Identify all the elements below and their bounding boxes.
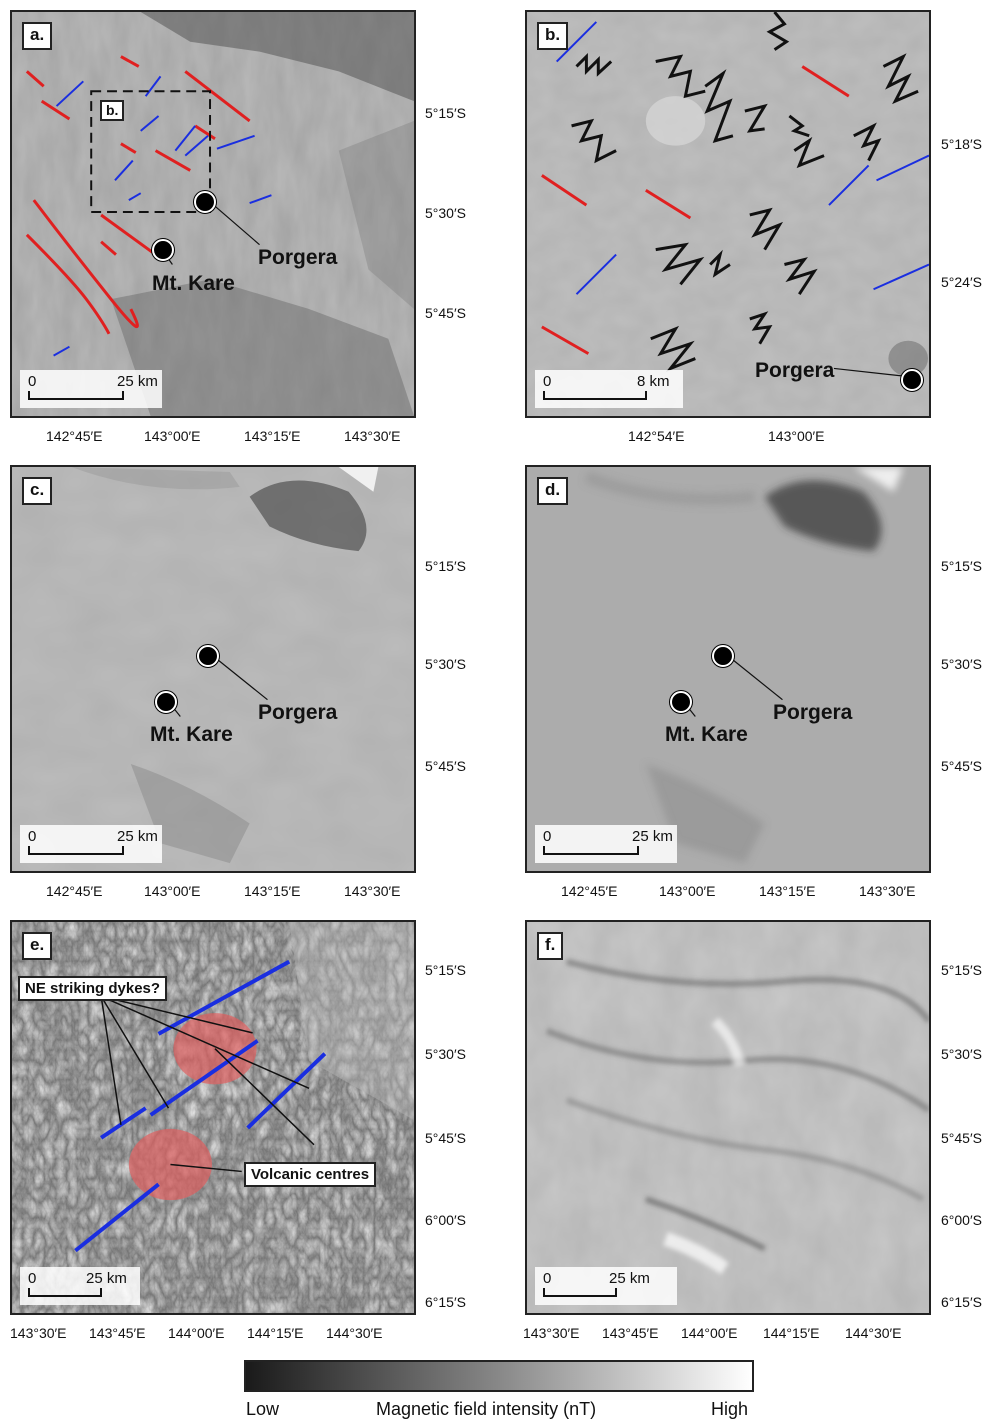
panel-e: e. NE striking dykes? Volcanic centres 0…: [10, 920, 416, 1315]
ytick: 5°45′S: [425, 305, 466, 321]
xtick: 144°30′E: [845, 1325, 902, 1341]
xtick: 143°00′E: [144, 883, 201, 899]
legend-title: Magnetic field intensity (nT): [376, 1399, 597, 1419]
panel-label-d: d.: [537, 477, 569, 505]
porgera-marker: [197, 645, 219, 667]
lineaments-b: [541, 12, 929, 377]
xtick: 142°45′E: [46, 428, 103, 444]
panel-b: b. Porgera 0 8 km: [525, 10, 931, 418]
ytick: 5°18′S: [941, 136, 982, 152]
panel-label-e: e.: [22, 932, 53, 960]
legend-low-label: Low: [246, 1399, 280, 1419]
porgera-label: Porgera: [258, 701, 338, 724]
ytick: 5°45′S: [425, 1130, 466, 1146]
ytick: 5°45′S: [941, 1130, 982, 1146]
ytick: 5°30′S: [941, 1046, 982, 1062]
mt-kare-label: Mt. Kare: [150, 723, 233, 746]
xtick: 143°45′E: [89, 1325, 146, 1341]
ytick: 6°15′S: [941, 1294, 982, 1310]
magnetic-map-f: [527, 922, 929, 1313]
panel-d: d. Porgera Mt. Kare 0 25 km: [525, 465, 931, 873]
xtick: 142°54′E: [628, 428, 685, 444]
mt-kare-label: Mt. Kare: [665, 723, 748, 746]
xtick: 144°00′E: [168, 1325, 225, 1341]
magnetic-map-d: [527, 467, 929, 871]
ytick: 5°45′S: [941, 758, 982, 774]
dykes-overlay-e: [74, 959, 327, 1253]
ytick: 5°30′S: [941, 656, 982, 672]
xtick: 142°45′E: [561, 883, 618, 899]
ytick: 5°15′S: [941, 558, 982, 574]
legend-high-label: High: [711, 1399, 749, 1419]
scale-bar-b: 0 8 km: [535, 370, 683, 408]
porgera-label: Porgera: [773, 701, 853, 724]
panel-label-a: a.: [22, 22, 53, 50]
xtick: 143°15′E: [759, 883, 816, 899]
mt-kare-label: Mt. Kare: [152, 272, 235, 295]
ytick: 5°30′S: [425, 656, 466, 672]
xtick: 142°45′E: [46, 883, 103, 899]
magnetic-map-a: [12, 12, 414, 416]
porgera-marker: [194, 191, 216, 213]
ytick: 5°15′S: [425, 558, 466, 574]
ytick: 5°15′S: [941, 962, 982, 978]
scale-bar-e: 0 25 km: [20, 1267, 140, 1305]
magnetic-intensity-colorbar: [244, 1360, 754, 1392]
xtick: 143°30′E: [523, 1325, 580, 1341]
xtick: 144°15′E: [247, 1325, 304, 1341]
scale-bar-f: 0 25 km: [535, 1267, 677, 1305]
panel-label-f: f.: [537, 932, 564, 960]
ytick: 5°24′S: [941, 274, 982, 290]
panel-label-c: c.: [22, 477, 53, 505]
xtick: 143°15′E: [244, 428, 301, 444]
scale-bar-c: 0 25 km: [20, 825, 162, 863]
panel-label-b: b.: [537, 22, 569, 50]
xtick: 143°30′E: [344, 883, 401, 899]
ytick: 5°45′S: [425, 758, 466, 774]
porgera-marker: [712, 645, 734, 667]
mt-kare-marker: [670, 691, 692, 713]
panel-c: c. Porgera Mt. Kare 0 25 km: [10, 465, 416, 873]
ytick: 6°15′S: [425, 1294, 466, 1310]
mt-kare-marker: [152, 239, 174, 261]
porgera-label: Porgera: [258, 246, 338, 269]
panel-a: a. b. Porgera Mt. Kare 0 25 km: [10, 10, 416, 418]
ytick: 5°30′S: [425, 1046, 466, 1062]
xtick: 144°30′E: [326, 1325, 383, 1341]
ytick: 5°30′S: [425, 205, 466, 221]
xtick: 143°30′E: [344, 428, 401, 444]
ytick: 5°15′S: [425, 105, 466, 121]
porgera-marker: [901, 369, 923, 391]
inset-label-b: b.: [100, 100, 125, 121]
dykes-callout: NE striking dykes?: [18, 976, 168, 1001]
scale-bar-d: 0 25 km: [535, 825, 677, 863]
scale-bar-a: 0 25 km: [20, 370, 162, 408]
inset-box: [90, 90, 212, 214]
lineaments-a: [25, 55, 272, 357]
xtick: 144°15′E: [763, 1325, 820, 1341]
xtick: 143°00′E: [768, 428, 825, 444]
magnetic-map-b: [527, 12, 929, 416]
xtick: 143°00′E: [144, 428, 201, 444]
xtick: 143°30′E: [10, 1325, 67, 1341]
porgera-label: Porgera: [755, 359, 835, 382]
xtick: 143°30′E: [859, 883, 916, 899]
ytick: 5°15′S: [425, 962, 466, 978]
xtick: 143°15′E: [244, 883, 301, 899]
xtick: 143°00′E: [659, 883, 716, 899]
ytick: 6°00′S: [425, 1212, 466, 1228]
mt-kare-marker: [155, 691, 177, 713]
volcanic-centres-callout: Volcanic centres: [244, 1162, 377, 1187]
ytick: 6°00′S: [941, 1212, 982, 1228]
panel-f: f. 0 25 km: [525, 920, 931, 1315]
xtick: 143°45′E: [602, 1325, 659, 1341]
magnetic-map-c: [12, 467, 414, 871]
xtick: 144°00′E: [681, 1325, 738, 1341]
